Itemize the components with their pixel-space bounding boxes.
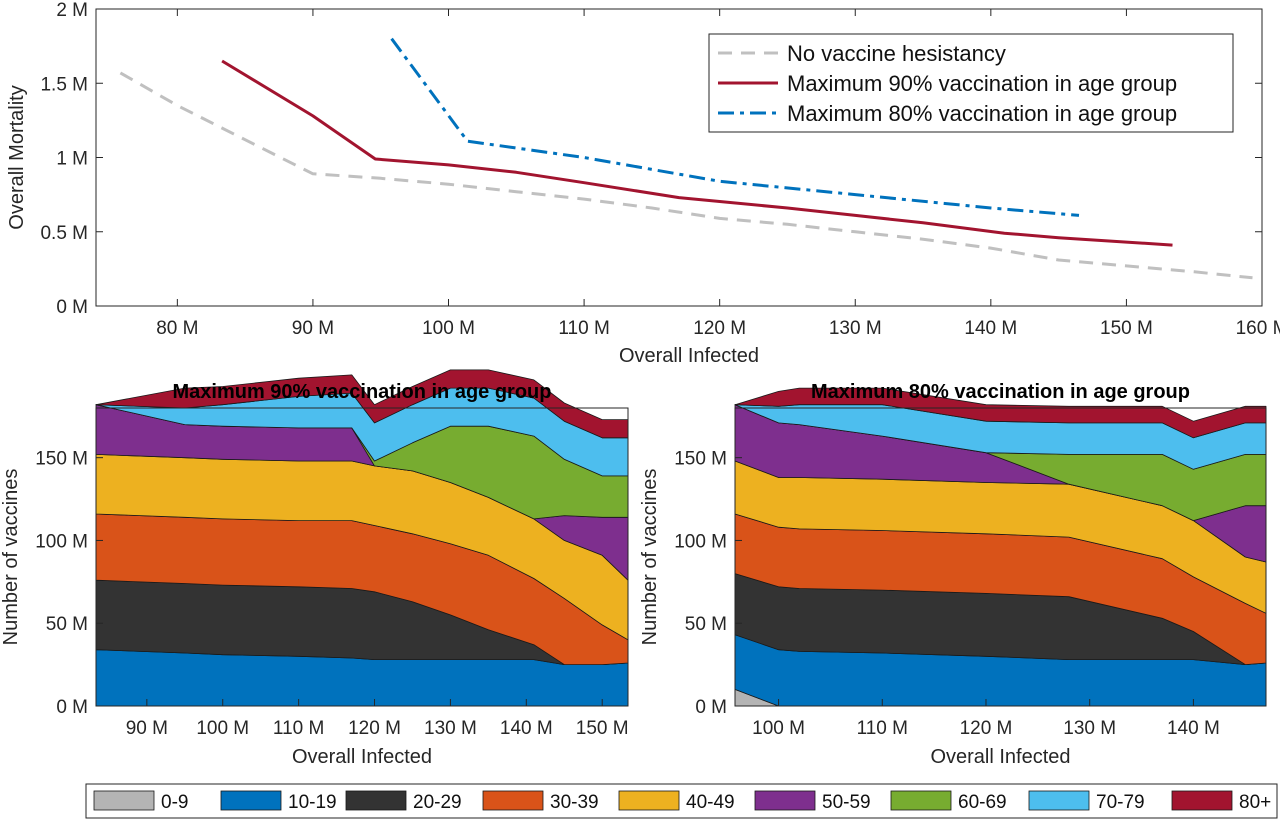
- legend-swatch-30-39: [482, 790, 544, 811]
- legend-swatch-70-79: [1028, 790, 1090, 811]
- legend-label-20-29: 20-29: [413, 792, 462, 813]
- legend-label-0-9: 0-9: [161, 792, 188, 813]
- plot-frame: [95, 407, 629, 707]
- x-tick-label: 110 M: [558, 318, 609, 339]
- x-tick-label: 110 M: [273, 718, 324, 739]
- y-tick-label: 0 M: [56, 697, 88, 718]
- x-tick-label: 150 M: [576, 718, 629, 739]
- x-tick-label: 160 M: [1236, 318, 1280, 339]
- x-tick-label: 140 M: [1167, 718, 1220, 739]
- legend-label-60-69: 60-69: [958, 792, 1007, 813]
- legend: No vaccine hesistancy Maximum 90% vaccina…: [708, 33, 1234, 133]
- x-tick-label: 150 M: [1100, 318, 1153, 339]
- y-tick-label: 1.5 M: [40, 74, 88, 95]
- mortality-chart: 80 M 90 M 100 M 110 M 120 M 130 M 140 M 150 M 16…: [6, 0, 1280, 367]
- y-tick-label: 50 M: [685, 614, 727, 635]
- y-tick-label: 0 M: [56, 297, 88, 318]
- area-chart-90: 90 M 100 M 110 M 120 M 130 M 140 M 150 M 0 M 50 …: [0, 369, 629, 768]
- series-line-1: [119, 71, 1253, 280]
- legend-label-40-49: 40-49: [686, 792, 735, 813]
- y-tick-label: 100 M: [35, 531, 88, 552]
- legend-swatch-10-19: [220, 790, 282, 811]
- x-tick-label: 130 M: [424, 718, 477, 739]
- legend-label-50-59: 50-59: [822, 792, 871, 813]
- x-tick-label: 140 M: [964, 318, 1017, 339]
- x-tick-label: 120 M: [693, 318, 746, 339]
- x-tick-label: 140 M: [500, 718, 553, 739]
- x-tick-label: 110 M: [857, 718, 908, 739]
- y-tick-label: 0.5 M: [40, 223, 88, 244]
- legend-swatch-60-69: [890, 790, 952, 811]
- legend-label-2: Maximum 90% vaccination in age group: [787, 71, 1177, 96]
- x-tick-label: 120 M: [348, 718, 401, 739]
- y-tick-label: 1 M: [56, 149, 88, 170]
- x-tick-label: 80 M: [156, 318, 198, 339]
- legend-label-1: No vaccine hesistancy: [787, 41, 1006, 66]
- x-tick-label: 120 M: [960, 718, 1013, 739]
- age-group-legend: 0-9 10-19 20-29 30-39 40-49 50-59 60-69 70-79 80…: [85, 783, 1278, 819]
- legend-label-30-39: 30-39: [550, 792, 599, 813]
- series-line-3: [390, 37, 1080, 217]
- y-tick-label: 50 M: [46, 614, 88, 635]
- area-chart-80: 100 M 110 M 120 M 130 M 140 M 0 M 50 M 100 M 150…: [639, 381, 1267, 768]
- legend-label-3: Maximum 80% vaccination in age group: [787, 101, 1177, 126]
- x-tick-label: 100 M: [422, 318, 475, 339]
- y-tick-label: 150 M: [35, 449, 88, 470]
- legend-swatch-80+: [1171, 790, 1233, 811]
- legend-swatch-40-49: [618, 790, 680, 811]
- y-tick-label: 0 M: [695, 697, 727, 718]
- y-tick-label: 100 M: [674, 531, 727, 552]
- x-axis-label: Overall Infected: [930, 746, 1070, 768]
- y-axis-label: Overall Mortality: [6, 85, 28, 229]
- legend-label-80+: 80+: [1239, 792, 1271, 813]
- chart-title: Maximum 80% vaccination in age group: [811, 381, 1190, 403]
- plot-frame: [734, 407, 1267, 707]
- y-axis-label: Number of vaccines: [0, 469, 22, 646]
- chart-title: Maximum 90% vaccination in age group: [173, 381, 552, 403]
- x-tick-label: 130 M: [829, 318, 882, 339]
- series-line-2: [221, 59, 1173, 247]
- x-tick-label: 90 M: [126, 718, 168, 739]
- y-tick-label: 2 M: [56, 0, 88, 21]
- y-axis-label: Number of vaccines: [639, 469, 661, 646]
- x-axis-label: Overall Infected: [292, 746, 432, 768]
- x-tick-label: 90 M: [292, 318, 334, 339]
- legend-swatch-50-59: [754, 790, 816, 811]
- legend-swatch-0-9: [93, 790, 155, 811]
- legend-label-10-19: 10-19: [288, 792, 337, 813]
- x-tick-label: 100 M: [196, 718, 249, 739]
- legend-swatch-20-29: [345, 790, 407, 811]
- x-tick-label: 100 M: [752, 718, 805, 739]
- x-tick-label: 130 M: [1063, 718, 1116, 739]
- y-tick-label: 150 M: [674, 449, 727, 470]
- legend-label-70-79: 70-79: [1096, 792, 1145, 813]
- legend-box: [708, 33, 1234, 133]
- x-axis-label: Overall Infected: [619, 345, 759, 367]
